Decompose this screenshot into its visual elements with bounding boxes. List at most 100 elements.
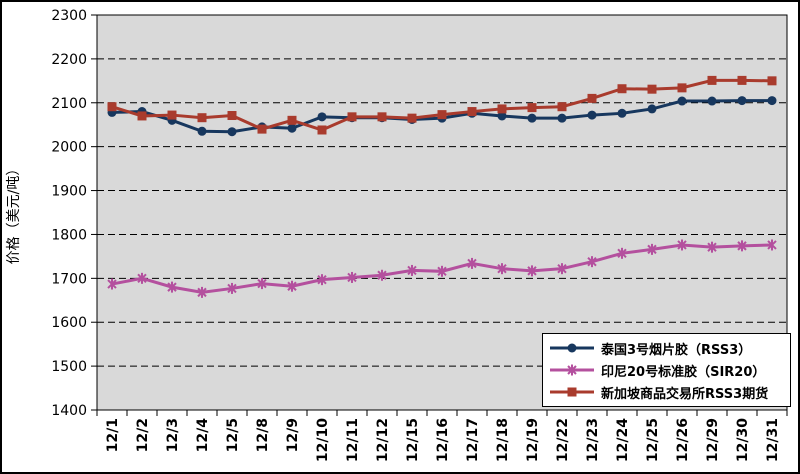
x-tick-label: 12/9	[285, 418, 301, 452]
marker-asterisk	[347, 272, 357, 283]
marker-asterisk	[287, 281, 297, 291]
y-tick-label: 1900	[51, 184, 87, 200]
marker-circle	[527, 113, 537, 123]
legend: 泰国3号烟片胶（RSS3） 印尼20号标准胶（SIR20） 新加坡商品交易所RS…	[542, 333, 791, 407]
marker-asterisk	[407, 265, 417, 276]
y-axis-title: 价格（美元/吨）	[6, 162, 22, 265]
y-tick-label: 2300	[51, 8, 87, 24]
marker-asterisk	[767, 240, 777, 250]
marker-square	[767, 76, 777, 86]
marker-asterisk	[437, 266, 447, 277]
marker-asterisk	[197, 287, 207, 298]
marker-circle	[617, 108, 627, 118]
x-tick-label: 12/4	[195, 418, 211, 453]
marker-circle	[737, 96, 747, 106]
y-tick-label: 2200	[51, 52, 87, 68]
marker-asterisk	[677, 240, 687, 250]
x-tick-label: 12/15	[405, 418, 421, 462]
legend-item-rss3: 泰国3号烟片胶（RSS3）	[549, 339, 784, 358]
marker-circle	[677, 96, 687, 106]
x-tick-label: 12/31	[765, 418, 781, 462]
y-tick-label: 2100	[51, 96, 87, 112]
x-tick-label: 12/8	[255, 418, 271, 452]
x-tick-label: 12/29	[705, 418, 721, 462]
legend-swatch-part	[567, 343, 577, 353]
legend-item-sir20: 印尼20号标准胶（SIR20）	[549, 361, 784, 380]
x-tick-label: 12/30	[735, 418, 751, 462]
marker-square	[227, 111, 237, 121]
y-tick-label: 1800	[51, 227, 87, 243]
x-tick-label: 12/5	[225, 418, 241, 452]
x-tick-label: 12/18	[495, 418, 511, 462]
marker-asterisk	[317, 274, 327, 285]
x-tick-label: 12/10	[315, 418, 331, 462]
marker-square	[617, 84, 627, 94]
legend-swatch-part	[567, 387, 577, 397]
marker-square	[197, 113, 207, 123]
marker-circle	[317, 112, 327, 122]
x-tick-label: 12/11	[345, 418, 361, 462]
marker-square	[677, 83, 687, 93]
marker-asterisk	[257, 278, 267, 289]
line-circle-marker-icon	[550, 343, 594, 353]
marker-circle	[767, 96, 777, 106]
marker-circle	[647, 104, 657, 114]
x-tick-label: 12/3	[165, 418, 181, 452]
legend-label-rss3: 泰国3号烟片胶（RSS3）	[601, 342, 752, 358]
marker-asterisk	[107, 279, 117, 289]
marker-square	[557, 102, 567, 112]
marker-circle	[557, 113, 567, 123]
y-tick-label: 1700	[51, 271, 87, 287]
marker-asterisk	[557, 263, 567, 274]
y-tick-label: 1500	[51, 359, 87, 375]
marker-circle	[497, 111, 507, 121]
marker-square	[317, 125, 327, 135]
x-tick-label: 12/22	[555, 418, 571, 462]
marker-square	[437, 110, 447, 120]
marker-square	[497, 104, 507, 114]
legend-swatch-part	[567, 365, 577, 375]
marker-asterisk	[617, 248, 627, 259]
marker-asterisk	[167, 282, 177, 292]
legend-label-sir20: 印尼20号标准胶（SIR20）	[601, 364, 766, 380]
marker-square	[527, 103, 537, 113]
marker-asterisk	[647, 244, 657, 255]
x-tick-label: 12/23	[585, 418, 601, 462]
marker-square	[737, 75, 747, 85]
marker-square	[707, 75, 717, 85]
marker-asterisk	[707, 242, 717, 252]
y-tick-label: 1600	[51, 315, 87, 331]
x-tick-label: 12/12	[375, 418, 391, 462]
marker-square	[407, 113, 417, 123]
marker-square	[137, 111, 147, 121]
x-tick-label: 12/1	[105, 418, 121, 452]
line-square-marker-icon	[550, 387, 594, 397]
marker-square	[467, 107, 477, 117]
marker-asterisk	[467, 258, 477, 269]
marker-asterisk	[587, 256, 597, 267]
marker-square	[587, 93, 597, 103]
x-tick-label: 12/24	[615, 418, 631, 462]
marker-square	[107, 102, 117, 112]
marker-square	[167, 110, 177, 120]
marker-circle	[227, 127, 237, 137]
marker-circle	[287, 123, 297, 133]
marker-square	[257, 124, 267, 134]
x-tick-label: 12/2	[135, 418, 151, 452]
marker-circle	[587, 110, 597, 120]
marker-circle	[197, 126, 207, 136]
marker-square	[377, 112, 387, 122]
y-tick-label: 2000	[51, 140, 87, 156]
x-tick-label: 12/19	[525, 418, 541, 462]
marker-square	[347, 112, 357, 122]
marker-asterisk	[137, 273, 147, 284]
x-tick-label: 12/17	[465, 418, 481, 462]
marker-circle	[707, 96, 717, 106]
line-asterisk-marker-icon	[550, 364, 594, 376]
marker-asterisk	[497, 263, 507, 274]
marker-square	[287, 115, 297, 125]
x-tick-label: 12/25	[645, 418, 661, 462]
marker-asterisk	[377, 270, 387, 280]
